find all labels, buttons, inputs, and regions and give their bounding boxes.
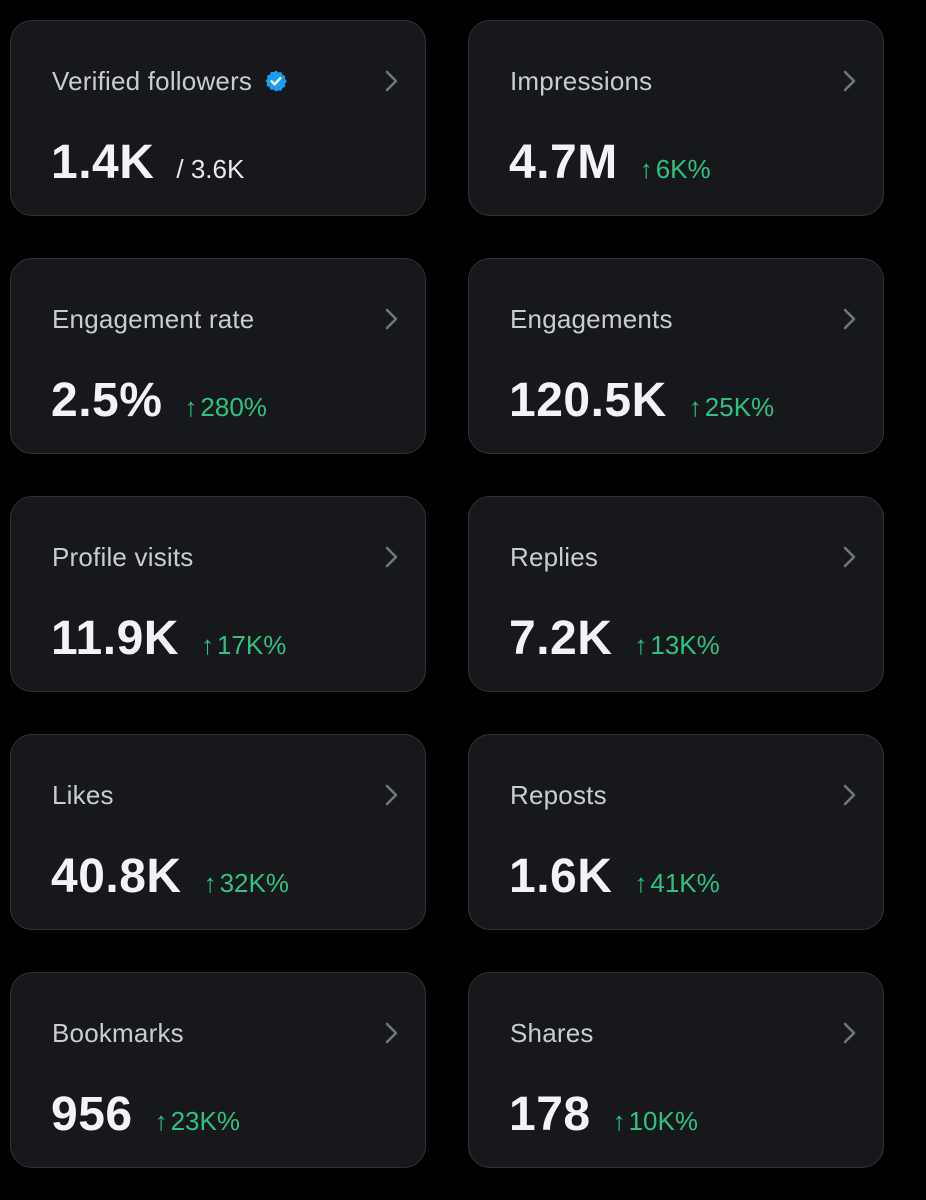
chevron-right-icon[interactable]	[835, 543, 863, 571]
card-value-row: 11.9K ↑ 17K%	[51, 611, 286, 666]
card-label: Impressions	[510, 65, 653, 96]
chevron-right-icon[interactable]	[835, 305, 863, 333]
card-value-row: 956 ↑ 23K%	[51, 1087, 240, 1142]
arrow-up-icon: ↑	[634, 630, 648, 660]
card-value-row: 4.7M ↑ 6K%	[509, 135, 711, 190]
card-label-row: Replies	[510, 541, 598, 573]
card-label-row: Verified followers	[52, 65, 288, 97]
metric-value: 178	[509, 1088, 591, 1141]
card-profile-visits[interactable]: Profile visits 11.9K ↑ 17K%	[10, 496, 426, 692]
verified-badge-icon	[265, 70, 288, 92]
arrow-up-icon: ↑	[154, 1106, 168, 1136]
metric-delta-value: 280%	[200, 392, 267, 422]
metric-delta: ↑ 13K%	[634, 630, 719, 661]
metric-value: 40.8K	[51, 850, 182, 903]
chevron-right-icon[interactable]	[835, 67, 863, 95]
arrow-up-icon: ↑	[634, 868, 648, 898]
metric-delta-value: 23K%	[170, 1106, 240, 1136]
card-value-row: 40.8K ↑ 32K%	[51, 849, 289, 904]
card-impressions[interactable]: Impressions 4.7M ↑ 6K%	[468, 20, 884, 216]
metric-value: 1.6K	[509, 850, 613, 903]
card-engagements[interactable]: Engagements 120.5K ↑ 25K%	[468, 258, 884, 454]
card-label-row: Impressions	[510, 65, 652, 97]
card-label: Engagement rate	[52, 303, 255, 334]
card-value-row: 178 ↑ 10K%	[509, 1087, 698, 1142]
metric-delta: ↑ 6K%	[640, 154, 711, 185]
metric-value: 956	[51, 1088, 133, 1141]
card-bookmarks[interactable]: Bookmarks 956 ↑ 23K%	[10, 972, 426, 1168]
metric-total: / 3.6K	[176, 154, 245, 184]
card-label-row: Profile visits	[52, 541, 194, 573]
metric-delta-value: 10K%	[628, 1106, 698, 1136]
card-label: Shares	[510, 1017, 594, 1048]
metric-delta-value: 25K%	[704, 392, 775, 422]
card-value-row: 1.6K ↑ 41K%	[509, 849, 720, 904]
card-label-row: Reposts	[510, 779, 607, 811]
card-value-row: 120.5K ↑ 25K%	[509, 373, 774, 428]
metric-value: 4.7M	[509, 136, 618, 189]
chevron-right-icon[interactable]	[377, 1019, 405, 1047]
card-label-row: Engagement rate	[52, 303, 254, 335]
card-label: Likes	[52, 779, 114, 810]
metric-delta: ↑ 32K%	[204, 868, 289, 899]
card-label: Reposts	[510, 779, 607, 810]
metric-value: 120.5K	[509, 374, 667, 427]
card-likes[interactable]: Likes 40.8K ↑ 32K%	[10, 734, 426, 930]
card-value-row: 1.4K / 3.6K	[51, 135, 244, 190]
chevron-right-icon[interactable]	[377, 781, 405, 809]
card-verified-followers[interactable]: Verified followers 1.4K / 3.6K	[10, 20, 426, 216]
card-label-row: Bookmarks	[52, 1017, 184, 1049]
metric-value: 7.2K	[509, 612, 613, 665]
metric-value: 1.4K	[51, 136, 155, 189]
metric-delta: ↑ 23K%	[155, 1106, 240, 1137]
arrow-up-icon: ↑	[200, 630, 214, 660]
card-value-row: 7.2K ↑ 13K%	[509, 611, 720, 666]
metric-delta-value: 13K%	[650, 630, 720, 660]
card-engagement-rate[interactable]: Engagement rate 2.5% ↑ 280%	[10, 258, 426, 454]
chevron-right-icon[interactable]	[377, 67, 405, 95]
card-label: Profile visits	[52, 541, 194, 572]
card-value-row: 2.5% ↑ 280%	[51, 373, 267, 428]
metric-value: 2.5%	[51, 374, 163, 427]
metric-value: 11.9K	[51, 612, 179, 665]
card-label: Verified followers	[52, 65, 253, 96]
metric-delta: ↑ 41K%	[634, 868, 719, 899]
metric-delta: ↑ 280%	[184, 392, 267, 423]
card-label-row: Likes	[52, 779, 114, 811]
card-label: Bookmarks	[52, 1017, 184, 1048]
chevron-right-icon[interactable]	[377, 543, 405, 571]
card-label: Replies	[510, 541, 599, 572]
card-replies[interactable]: Replies 7.2K ↑ 13K%	[468, 496, 884, 692]
card-reposts[interactable]: Reposts 1.6K ↑ 41K%	[468, 734, 884, 930]
metric-delta-value: 41K%	[650, 868, 720, 898]
arrow-up-icon: ↑	[612, 1106, 626, 1136]
metric-delta: ↑ 25K%	[689, 392, 774, 423]
arrow-up-icon: ↑	[688, 392, 702, 422]
metric-delta: ↑ 17K%	[201, 630, 286, 661]
metric-delta: ↑ 10K%	[613, 1106, 698, 1137]
arrow-up-icon: ↑	[184, 392, 198, 422]
card-label-row: Shares	[510, 1017, 594, 1049]
chevron-right-icon[interactable]	[835, 781, 863, 809]
arrow-up-icon: ↑	[203, 868, 217, 898]
chevron-right-icon[interactable]	[377, 305, 405, 333]
metric-delta-value: 32K%	[219, 868, 289, 898]
card-label-row: Engagements	[510, 303, 673, 335]
metric-delta-value: 6K%	[655, 154, 711, 184]
chevron-right-icon[interactable]	[835, 1019, 863, 1047]
metric-delta-value: 17K%	[216, 630, 287, 660]
arrow-up-icon: ↑	[639, 154, 653, 184]
card-shares[interactable]: Shares 178 ↑ 10K%	[468, 972, 884, 1168]
card-label: Engagements	[510, 303, 673, 334]
